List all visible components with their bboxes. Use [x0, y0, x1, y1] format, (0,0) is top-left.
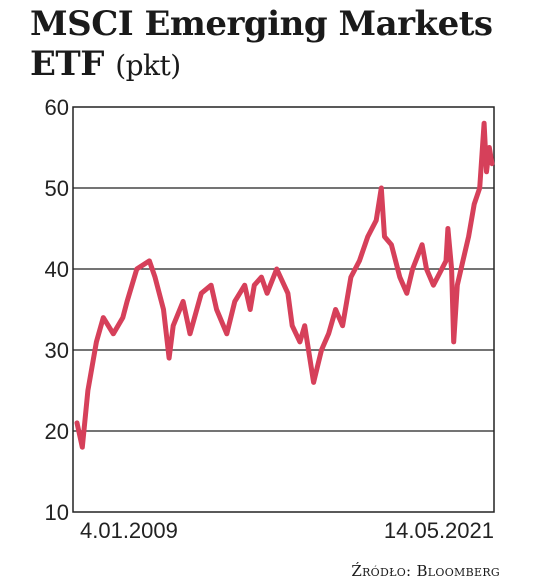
plot-frame	[72, 106, 495, 513]
chart-title-line2: ETF (pkt)	[30, 44, 530, 86]
chart-title-line1: MSCI Emerging Markets	[30, 4, 493, 44]
x-tick-end: 14.05.2021	[384, 518, 494, 543]
x-tick-start: 4.01.2009	[80, 518, 178, 543]
y-tick-label: 60	[45, 95, 69, 120]
y-axis-ticks: 10 20 30 40 50 60	[45, 95, 69, 525]
grid-lines	[73, 187, 494, 432]
y-tick-label: 40	[45, 257, 69, 282]
chart-unit: (pkt)	[115, 49, 181, 82]
source-note: Źródło: Bloomberg	[351, 562, 500, 580]
chart-title: MSCI Emerging Markets ETF (pkt)	[30, 4, 530, 86]
y-tick-label: 20	[45, 419, 69, 444]
y-tick-label: 50	[45, 176, 69, 201]
chart-title-etf: ETF	[30, 44, 104, 84]
series-line	[74, 120, 495, 450]
y-tick-label: 30	[45, 338, 69, 363]
y-tick-label: 10	[45, 500, 69, 525]
